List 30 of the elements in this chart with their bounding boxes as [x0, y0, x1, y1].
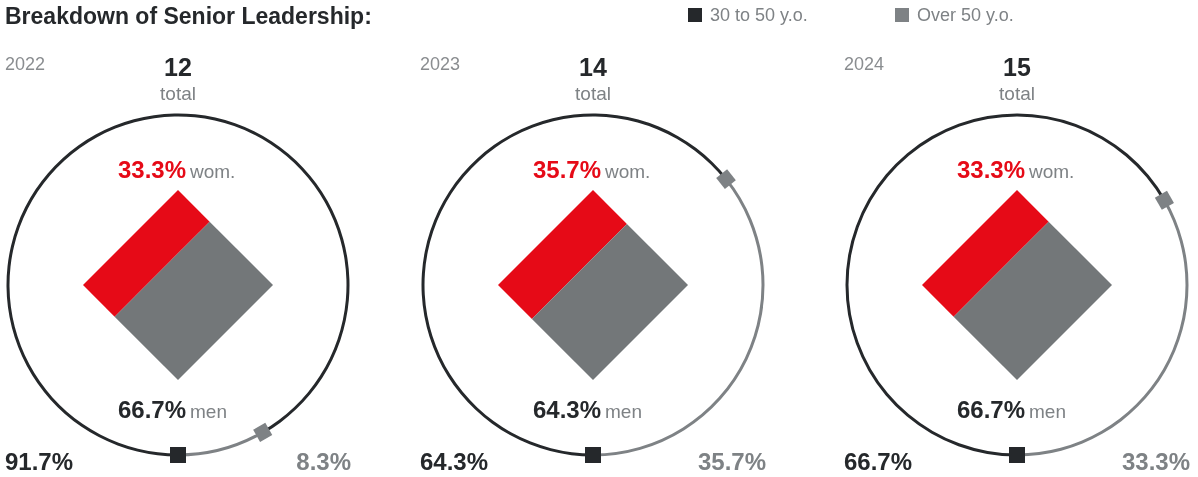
data-label: 33.3% — [1121, 448, 1190, 475]
data-label: 35.7% — [697, 448, 766, 475]
data-label: 33.3% — [956, 156, 1025, 183]
data-label: 66.7% — [844, 448, 913, 475]
category-label: wom. — [189, 161, 236, 182]
data-label: 66.7% — [117, 396, 186, 423]
data-label: 8.3% — [296, 448, 351, 475]
data-label: 91.7% — [5, 448, 74, 475]
chart-title: 2023 — [420, 54, 461, 74]
text: Breakdown of Senior Leadership: — [5, 3, 372, 29]
text: 14 — [579, 53, 607, 81]
text: total — [575, 83, 611, 104]
category-label: wom. — [604, 161, 651, 182]
legend-label: 30 to 50 y.o. — [710, 5, 808, 25]
legend-label: Over 50 y.o. — [917, 5, 1014, 25]
data-label: 64.3% — [532, 396, 601, 423]
chart-title: 2024 — [844, 54, 885, 74]
category-label: wom. — [1028, 161, 1075, 182]
text: 15 — [1003, 53, 1031, 81]
text: 12 — [164, 53, 192, 81]
data-label: 66.7% — [956, 396, 1025, 423]
text: 2022 — [5, 54, 46, 74]
category-label: men — [605, 401, 642, 422]
data-label: 64.3% — [420, 448, 489, 475]
category-label: men — [190, 401, 227, 422]
data-label: 35.7% — [532, 156, 601, 183]
data-label: 33.3% — [117, 156, 186, 183]
category-label: men — [1029, 401, 1066, 422]
text: total — [999, 83, 1035, 104]
text: total — [160, 83, 196, 104]
